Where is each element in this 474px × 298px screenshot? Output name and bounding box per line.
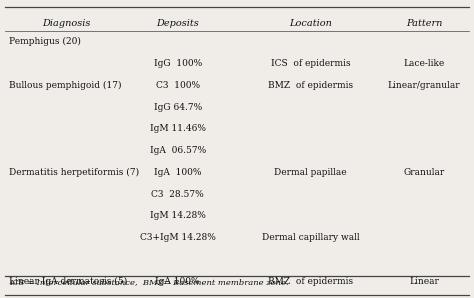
Text: Linear IgA dermatosis (5): Linear IgA dermatosis (5) (9, 277, 128, 286)
Text: IgM 11.46%: IgM 11.46% (150, 124, 206, 133)
Text: Pattern: Pattern (406, 19, 442, 28)
Text: Location: Location (289, 19, 332, 28)
Text: Dermal papillae: Dermal papillae (274, 168, 347, 177)
Text: C3  28.57%: C3 28.57% (151, 190, 204, 198)
Text: Dermal capillary wall: Dermal capillary wall (262, 233, 359, 242)
Text: IgA  06.57%: IgA 06.57% (150, 146, 206, 155)
Text: IgG  100%: IgG 100% (154, 59, 202, 68)
Text: Dermatitis herpetiformis (7): Dermatitis herpetiformis (7) (9, 168, 140, 177)
Text: BMZ  of epidermis: BMZ of epidermis (268, 81, 353, 90)
Text: IgG 64.7%: IgG 64.7% (154, 103, 202, 111)
Text: ICS  of epidermis: ICS of epidermis (271, 59, 350, 68)
Text: IgA  100%: IgA 100% (154, 168, 201, 177)
Text: Bullous pemphigoid (17): Bullous pemphigoid (17) (9, 81, 122, 90)
Text: Pemphigus (20): Pemphigus (20) (9, 37, 82, 46)
Text: C3+IgM 14.28%: C3+IgM 14.28% (140, 233, 216, 242)
Text: IgM 14.28%: IgM 14.28% (150, 211, 206, 220)
Text: Linear: Linear (409, 277, 439, 285)
Text: Lace-like: Lace-like (403, 59, 445, 68)
Text: Linear/granular: Linear/granular (388, 81, 461, 90)
Text: ICS = Intercellular substance,  BMZ= Basement membrane zone.: ICS = Intercellular substance, BMZ= Base… (9, 278, 289, 286)
Text: Diagnosis: Diagnosis (42, 19, 91, 28)
Text: IgA 100%: IgA 100% (155, 277, 200, 285)
Text: BMZ  of epidermis: BMZ of epidermis (268, 277, 353, 285)
Text: Deposits: Deposits (156, 19, 199, 28)
Text: Granular: Granular (403, 168, 445, 177)
Text: C3  100%: C3 100% (155, 81, 200, 90)
